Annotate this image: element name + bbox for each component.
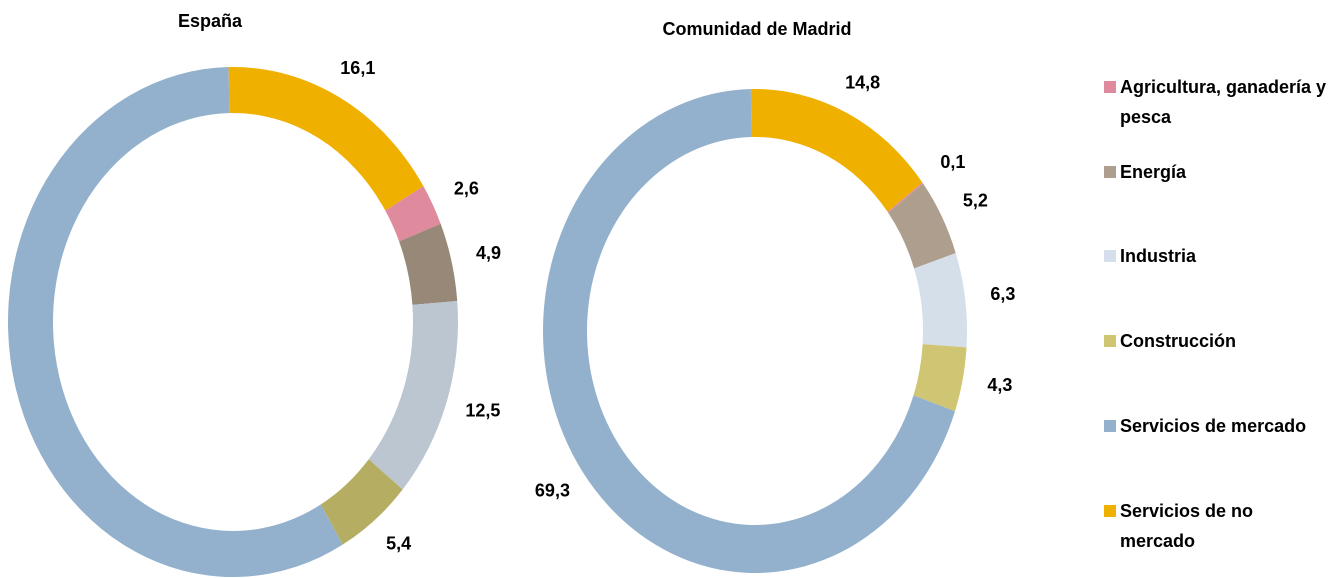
data-label: 14,8 (845, 72, 880, 92)
data-label: 0,1 (940, 152, 965, 172)
legend-item: Servicios de no mercado (1104, 496, 1329, 556)
donut-segment (385, 186, 441, 242)
donut-segment (888, 183, 956, 269)
data-label: 6,3 (990, 284, 1015, 304)
data-label: 5,2 (963, 190, 988, 210)
legend-label: Servicios de mercado (1120, 416, 1307, 436)
data-label: 16,1 (340, 58, 375, 78)
legend-swatch (1104, 81, 1116, 93)
legend-label: Construcción (1120, 331, 1237, 351)
data-label: 4,3 (987, 375, 1012, 395)
data-label: 69,3 (535, 480, 570, 500)
legend-item: Energía (1104, 157, 1329, 187)
donut-segment (368, 301, 459, 490)
legend-swatch (1104, 335, 1116, 347)
donut-segment (8, 67, 343, 577)
donut-segment (750, 89, 923, 212)
legend-label: Servicios de no mercado (1120, 501, 1254, 551)
data-label: 2,6 (454, 179, 479, 199)
legend-label: Agricultura, ganadería y pesca (1120, 77, 1327, 127)
legend-item: Agricultura, ganadería y pesca (1104, 72, 1329, 132)
chart-title: Comunidad de Madrid (663, 19, 852, 39)
legend-swatch (1104, 505, 1116, 517)
donut-segment (399, 223, 458, 305)
legend-swatch (1104, 420, 1116, 432)
legend-item: Servicios de mercado (1104, 411, 1329, 441)
legend-label: Industria (1120, 246, 1197, 266)
donut-segment (228, 66, 424, 211)
legend-swatch (1104, 250, 1116, 262)
data-label: 12,5 (465, 400, 500, 420)
donut-segment (887, 182, 924, 213)
donut-segment (320, 459, 403, 545)
data-label: 5,4 (386, 534, 411, 554)
legend-item: Construcción (1104, 326, 1329, 356)
chart-title: España (178, 11, 243, 31)
legend-label: Energía (1120, 162, 1187, 182)
data-label: 4,9 (476, 243, 501, 263)
legend-swatch (1104, 166, 1116, 178)
donut-segment (913, 344, 967, 412)
donut-segment (914, 253, 967, 348)
legend-item: Industria (1104, 241, 1329, 271)
